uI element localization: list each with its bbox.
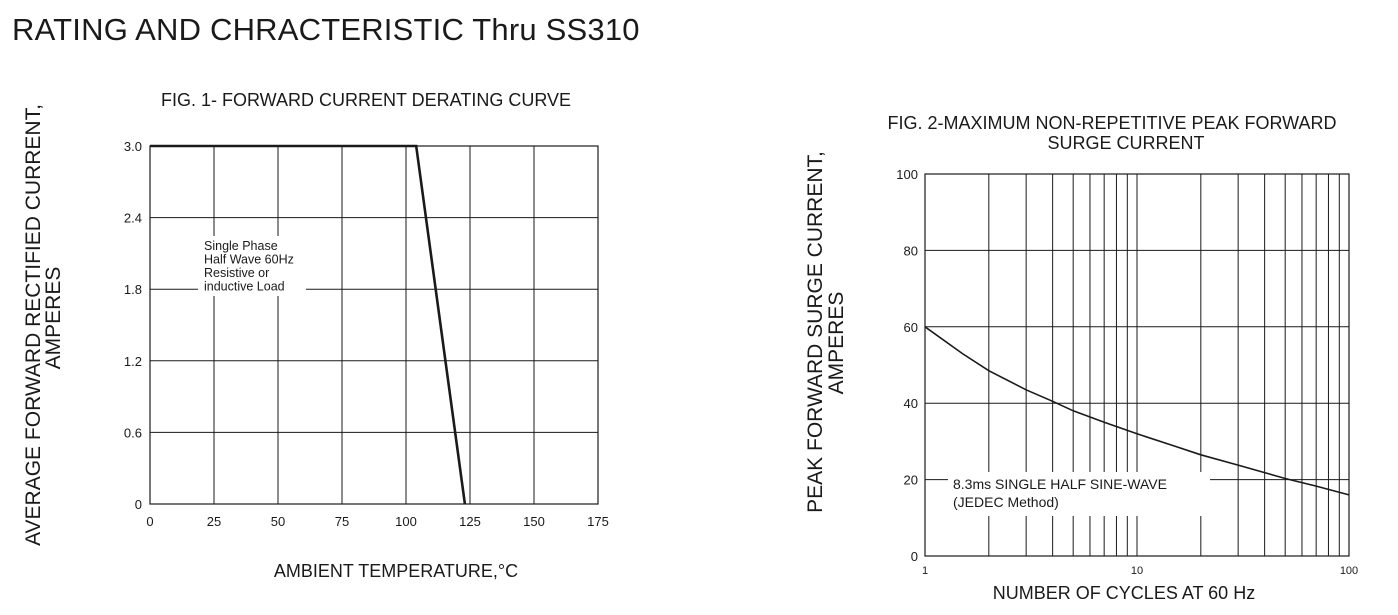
fig1-grid — [149, 145, 599, 505]
fig1-annotation-bg — [198, 236, 306, 296]
fig1-title: FIG. 1- FORWARD CURRENT DERATING CURVE — [161, 90, 571, 110]
fig2-x-axis-label: NUMBER OF CYCLES AT 60 Hz — [993, 583, 1255, 603]
fig1-annotation-line: inductive Load — [204, 280, 285, 294]
fig1-x-tick-label: 125 — [459, 514, 481, 529]
fig2-annotation-bg — [948, 472, 1210, 516]
fig2-annotation: 8.3ms SINGLE HALF SINE-WAVE (JEDEC Metho… — [953, 476, 1167, 510]
fig1-plot-frame — [149, 145, 599, 505]
fig1-x-tick-label: 25 — [207, 514, 221, 529]
fig2-y-tick-label: 0 — [911, 549, 918, 564]
fig2-plot-frame — [924, 173, 1350, 557]
fig1-annotation-line: Half Wave 60Hz — [204, 253, 294, 267]
fig2-y-tick-label: 60 — [904, 320, 918, 335]
fig2-title-line1: FIG. 2-MAXIMUM NON-REPETITIVE PEAK FORWA… — [887, 113, 1336, 133]
fig2-x-tick-label: 10 — [1131, 565, 1143, 577]
fig1-annotation-line: Single Phase — [204, 239, 278, 253]
fig1-y-axis-label-line2: AMPERES — [42, 267, 65, 370]
fig1-x-tick-label: 0 — [146, 514, 153, 529]
fig2-title-line2: SURGE CURRENT — [1047, 133, 1204, 153]
fig1-y-tick-label: 1.2 — [124, 354, 142, 369]
fig1-x-tick-label: 100 — [395, 514, 417, 529]
fig2-y-tick-label: 20 — [904, 473, 918, 488]
fig2-y-axis-label-line1: PEAK FORWARD SURGE CURRENT, — [804, 151, 827, 513]
fig2-y-tick-label: 80 — [904, 243, 918, 258]
fig1-chart: FIG. 1- FORWARD CURRENT DERATING CURVE 0… — [22, 90, 609, 581]
fig1-x-tick-label: 175 — [587, 514, 609, 529]
fig1-y-tick-label: 3.0 — [124, 139, 142, 154]
fig2-y-axis-label-line2: AMPERES — [825, 292, 848, 395]
fig1-y-axis-label-line1: AVERAGE FORWARD RECTIFIED CURRENT, — [22, 104, 45, 546]
fig1-annotation-line: Resistive or — [204, 266, 269, 280]
page-title: RATING AND CHRACTERISTIC Thru SS310 — [12, 12, 640, 47]
fig1-y-tick-label: 0 — [135, 497, 142, 512]
fig2-y-tick-label: 40 — [904, 396, 918, 411]
fig1-annotation: Single Phase Half Wave 60Hz Resistive or… — [204, 239, 294, 294]
fig2-annotation-line: (JEDEC Method) — [953, 494, 1059, 510]
fig2-y-tick-label: 100 — [896, 167, 918, 182]
fig1-series-line — [150, 144, 467, 505]
fig2-x-tick-label: 100 — [1340, 565, 1358, 577]
fig2-series-line — [924, 326, 1350, 496]
fig2-annotation-line: 8.3ms SINGLE HALF SINE-WAVE — [953, 476, 1167, 492]
fig1-y-ticks: 0 0.6 1.2 1.8 2.4 3.0 — [124, 139, 142, 512]
fig2-x-ticks: 1 10 100 — [922, 565, 1358, 577]
fig1-x-tick-label: 150 — [523, 514, 545, 529]
fig1-x-axis-label: AMBIENT TEMPERATURE,°C — [274, 561, 518, 581]
fig1-x-tick-label: 75 — [335, 514, 349, 529]
fig1-y-tick-label: 2.4 — [124, 211, 142, 226]
fig1-x-tick-label: 50 — [271, 514, 285, 529]
fig1-y-tick-label: 1.8 — [124, 282, 142, 297]
fig2-y-ticks: 0 20 40 60 80 100 — [896, 167, 918, 564]
fig2-chart: FIG. 2-MAXIMUM NON-REPETITIVE PEAK FORWA… — [804, 113, 1358, 603]
fig2-x-tick-label: 1 — [922, 565, 928, 577]
fig1-x-ticks: 0 25 50 75 100 125 150 175 — [146, 514, 608, 529]
fig1-y-tick-label: 0.6 — [124, 425, 142, 440]
